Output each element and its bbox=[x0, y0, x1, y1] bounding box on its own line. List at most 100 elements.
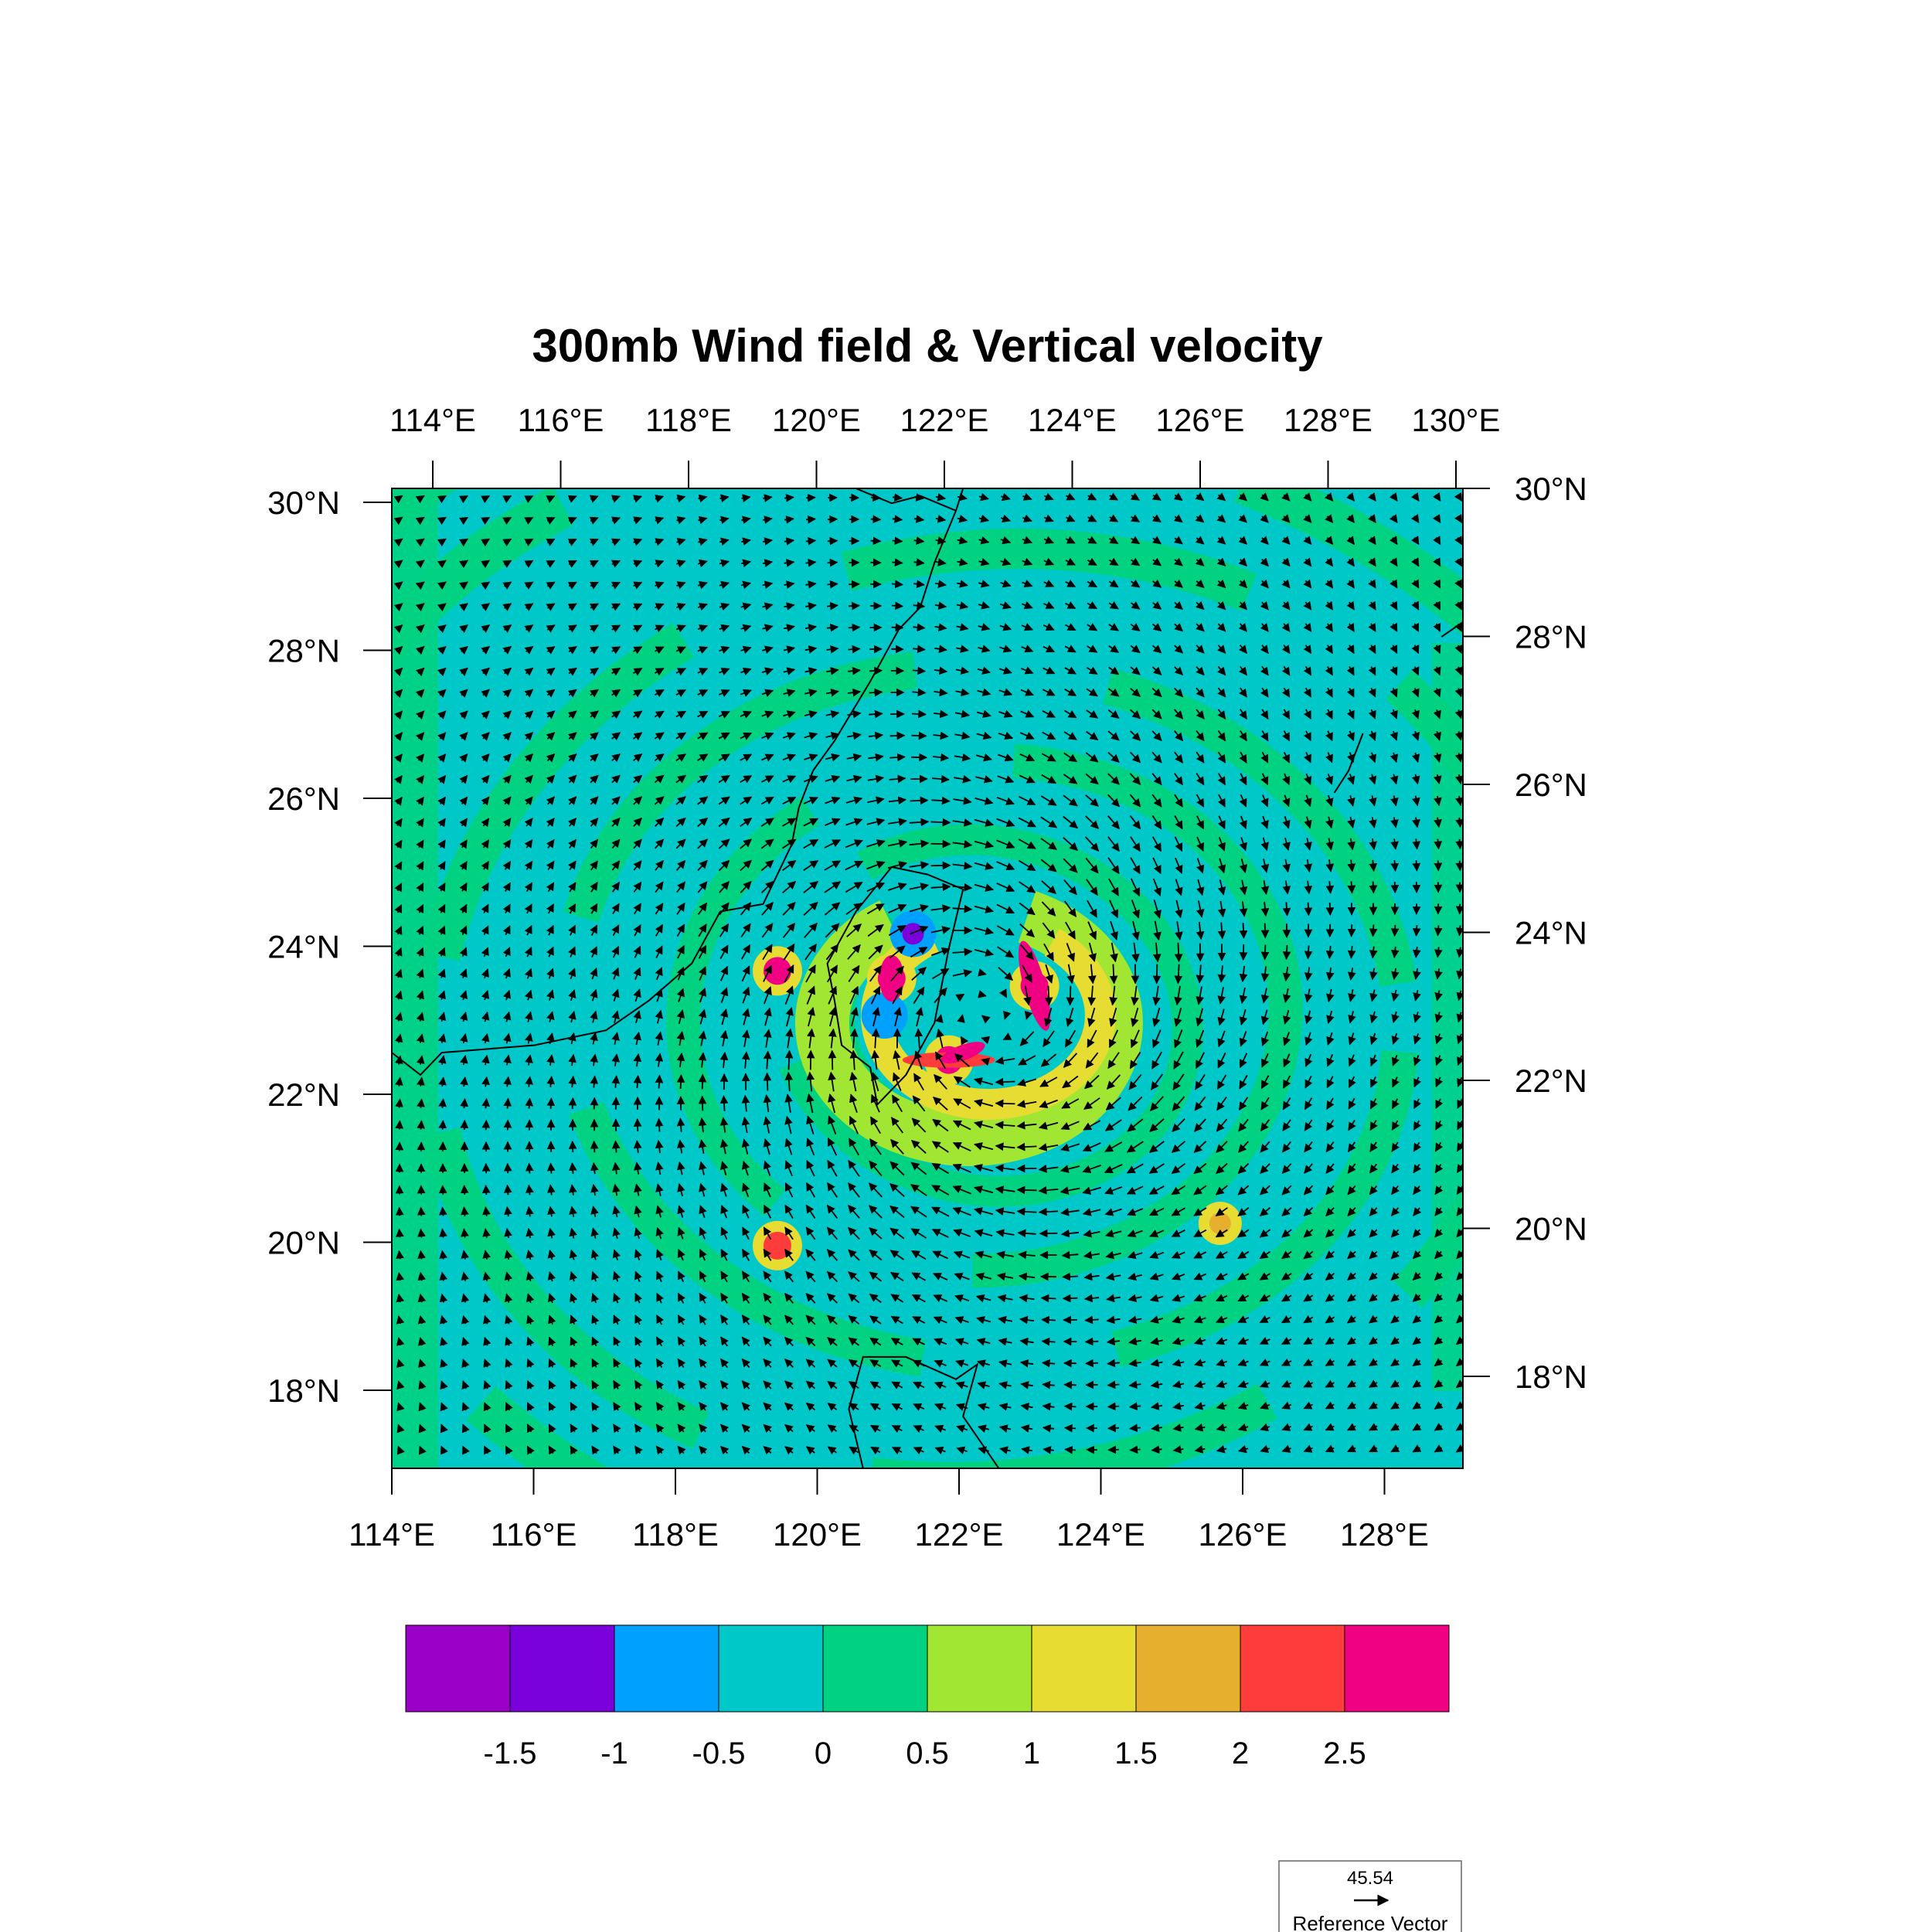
colorbar-label: -1 bbox=[600, 1736, 628, 1770]
wind-vector bbox=[443, 1207, 444, 1216]
wind-vector bbox=[1043, 1341, 1056, 1342]
wind-vector bbox=[806, 541, 815, 542]
wind-vector bbox=[1308, 903, 1309, 916]
right-lat-label: 28°N bbox=[1515, 619, 1587, 655]
chart-title: 300mb Wind field & Vertical velocity bbox=[532, 320, 1323, 372]
colorbar-swatch bbox=[406, 1625, 510, 1712]
wind-vector bbox=[723, 1096, 724, 1111]
wind-vector bbox=[420, 1099, 421, 1107]
wind-vector bbox=[659, 1076, 660, 1089]
wind-vector bbox=[1243, 944, 1244, 960]
wind-vector bbox=[832, 1051, 833, 1070]
wind-vector bbox=[869, 671, 882, 672]
wind-vector bbox=[1108, 1406, 1119, 1407]
wind-vector bbox=[849, 648, 860, 649]
wind-vector bbox=[1395, 925, 1396, 936]
colorbar-label: 1 bbox=[1023, 1736, 1040, 1770]
wind-vector bbox=[1064, 1385, 1076, 1386]
wind-vector bbox=[1438, 861, 1439, 871]
wind-vector bbox=[892, 606, 903, 607]
wind-vector bbox=[1108, 1385, 1120, 1386]
wind-vector bbox=[702, 1097, 703, 1111]
left-lat-label: 20°N bbox=[267, 1225, 340, 1261]
wind-vector bbox=[508, 1164, 509, 1173]
wind-vector bbox=[529, 1098, 530, 1108]
bottom-lon-label: 120°E bbox=[773, 1516, 862, 1553]
wind-vector bbox=[1063, 1298, 1078, 1299]
wind-vector bbox=[828, 541, 838, 542]
wind-vector bbox=[1039, 1211, 1058, 1212]
wind-vector bbox=[1113, 964, 1114, 984]
bottom-lon-label: 126°E bbox=[1199, 1516, 1287, 1553]
wind-vector bbox=[1459, 926, 1460, 936]
top-lon-label: 130°E bbox=[1412, 402, 1501, 438]
colorbar-swatch bbox=[1345, 1625, 1449, 1712]
colorbar-swatch bbox=[719, 1625, 823, 1712]
colorbar-label: 2 bbox=[1232, 1736, 1249, 1770]
wind-vector bbox=[702, 1075, 703, 1090]
wind-vector bbox=[443, 1185, 444, 1194]
top-lon-label: 120°E bbox=[772, 402, 861, 438]
left-lat-label: 30°N bbox=[267, 485, 340, 521]
wind-vector bbox=[508, 1099, 509, 1109]
reference-vector-label: Reference Vector bbox=[1293, 1912, 1448, 1932]
wind-vector bbox=[1330, 903, 1331, 915]
left-lat-label: 18°N bbox=[267, 1372, 340, 1409]
wind-vector bbox=[594, 1098, 595, 1110]
wind-vector bbox=[637, 1076, 638, 1088]
wind-vector bbox=[1157, 964, 1158, 984]
colorbar-swatch bbox=[510, 1625, 614, 1712]
wind-vector bbox=[551, 1098, 552, 1109]
wind-vector bbox=[1042, 1298, 1056, 1299]
wind-vector bbox=[1438, 925, 1439, 935]
right-lat-label: 20°N bbox=[1515, 1211, 1587, 1247]
wind-vector bbox=[1265, 923, 1266, 938]
wind-vector bbox=[1130, 1427, 1141, 1428]
wind-vector bbox=[931, 822, 951, 823]
wind-vector bbox=[893, 497, 902, 498]
wind-vector bbox=[871, 541, 881, 542]
wind-vector bbox=[892, 584, 903, 585]
wind-vector bbox=[1130, 1450, 1140, 1451]
bottom-lon-label: 124°E bbox=[1056, 1516, 1145, 1553]
top-lon-label: 122°E bbox=[900, 402, 989, 438]
wind-vector bbox=[996, 1082, 1015, 1083]
colorbar-swatch bbox=[927, 1625, 1032, 1712]
colorbar-label: 0 bbox=[815, 1736, 832, 1770]
wind-vector bbox=[1065, 1428, 1076, 1429]
wind-vector bbox=[784, 497, 794, 498]
wind-vector bbox=[421, 1121, 422, 1129]
colorbar-swatch bbox=[1136, 1625, 1240, 1712]
wind-vector bbox=[1018, 1190, 1037, 1191]
wind-vector bbox=[420, 1230, 421, 1238]
wind-vector bbox=[615, 1141, 616, 1153]
wind-vector bbox=[486, 1121, 487, 1130]
reference-vector-value: 45.54 bbox=[1347, 1868, 1393, 1889]
right-lat-label: 22°N bbox=[1515, 1063, 1587, 1099]
top-lon-label: 116°E bbox=[518, 402, 604, 438]
bottom-lon-label: 114°E bbox=[349, 1516, 435, 1553]
wind-vector bbox=[1394, 860, 1395, 871]
colorbar-swatch bbox=[1240, 1625, 1345, 1712]
wind-vector bbox=[1373, 882, 1374, 893]
wind-vector bbox=[912, 714, 926, 715]
wind-vector bbox=[1460, 861, 1461, 871]
left-lat-label: 26°N bbox=[267, 781, 340, 817]
top-lon-label: 128°E bbox=[1284, 402, 1372, 438]
wind-vector bbox=[806, 519, 815, 520]
left-lat-label: 24°N bbox=[267, 929, 340, 965]
colorbar-label: 1.5 bbox=[1114, 1736, 1158, 1770]
wind-vector bbox=[529, 1164, 530, 1174]
colorbar-swatch bbox=[823, 1625, 927, 1712]
wind-vector bbox=[399, 1251, 400, 1259]
wind-vector bbox=[485, 1099, 486, 1108]
wind-vector bbox=[659, 1119, 660, 1132]
wind-vector bbox=[913, 670, 925, 671]
colorbar-swatch bbox=[614, 1625, 719, 1712]
wind-vector bbox=[421, 1208, 422, 1216]
wind-vector bbox=[443, 1121, 444, 1130]
wind-vector bbox=[1286, 902, 1287, 915]
wind-vector bbox=[442, 1099, 443, 1108]
reference-vector-box: 45.54 Reference Vector bbox=[1279, 1861, 1461, 1932]
